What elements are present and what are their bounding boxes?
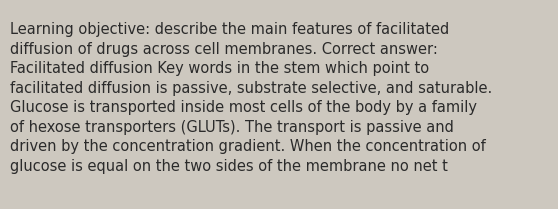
Text: Learning objective: describe the main features of facilitated
diffusion of drugs: Learning objective: describe the main fe… xyxy=(10,22,492,174)
